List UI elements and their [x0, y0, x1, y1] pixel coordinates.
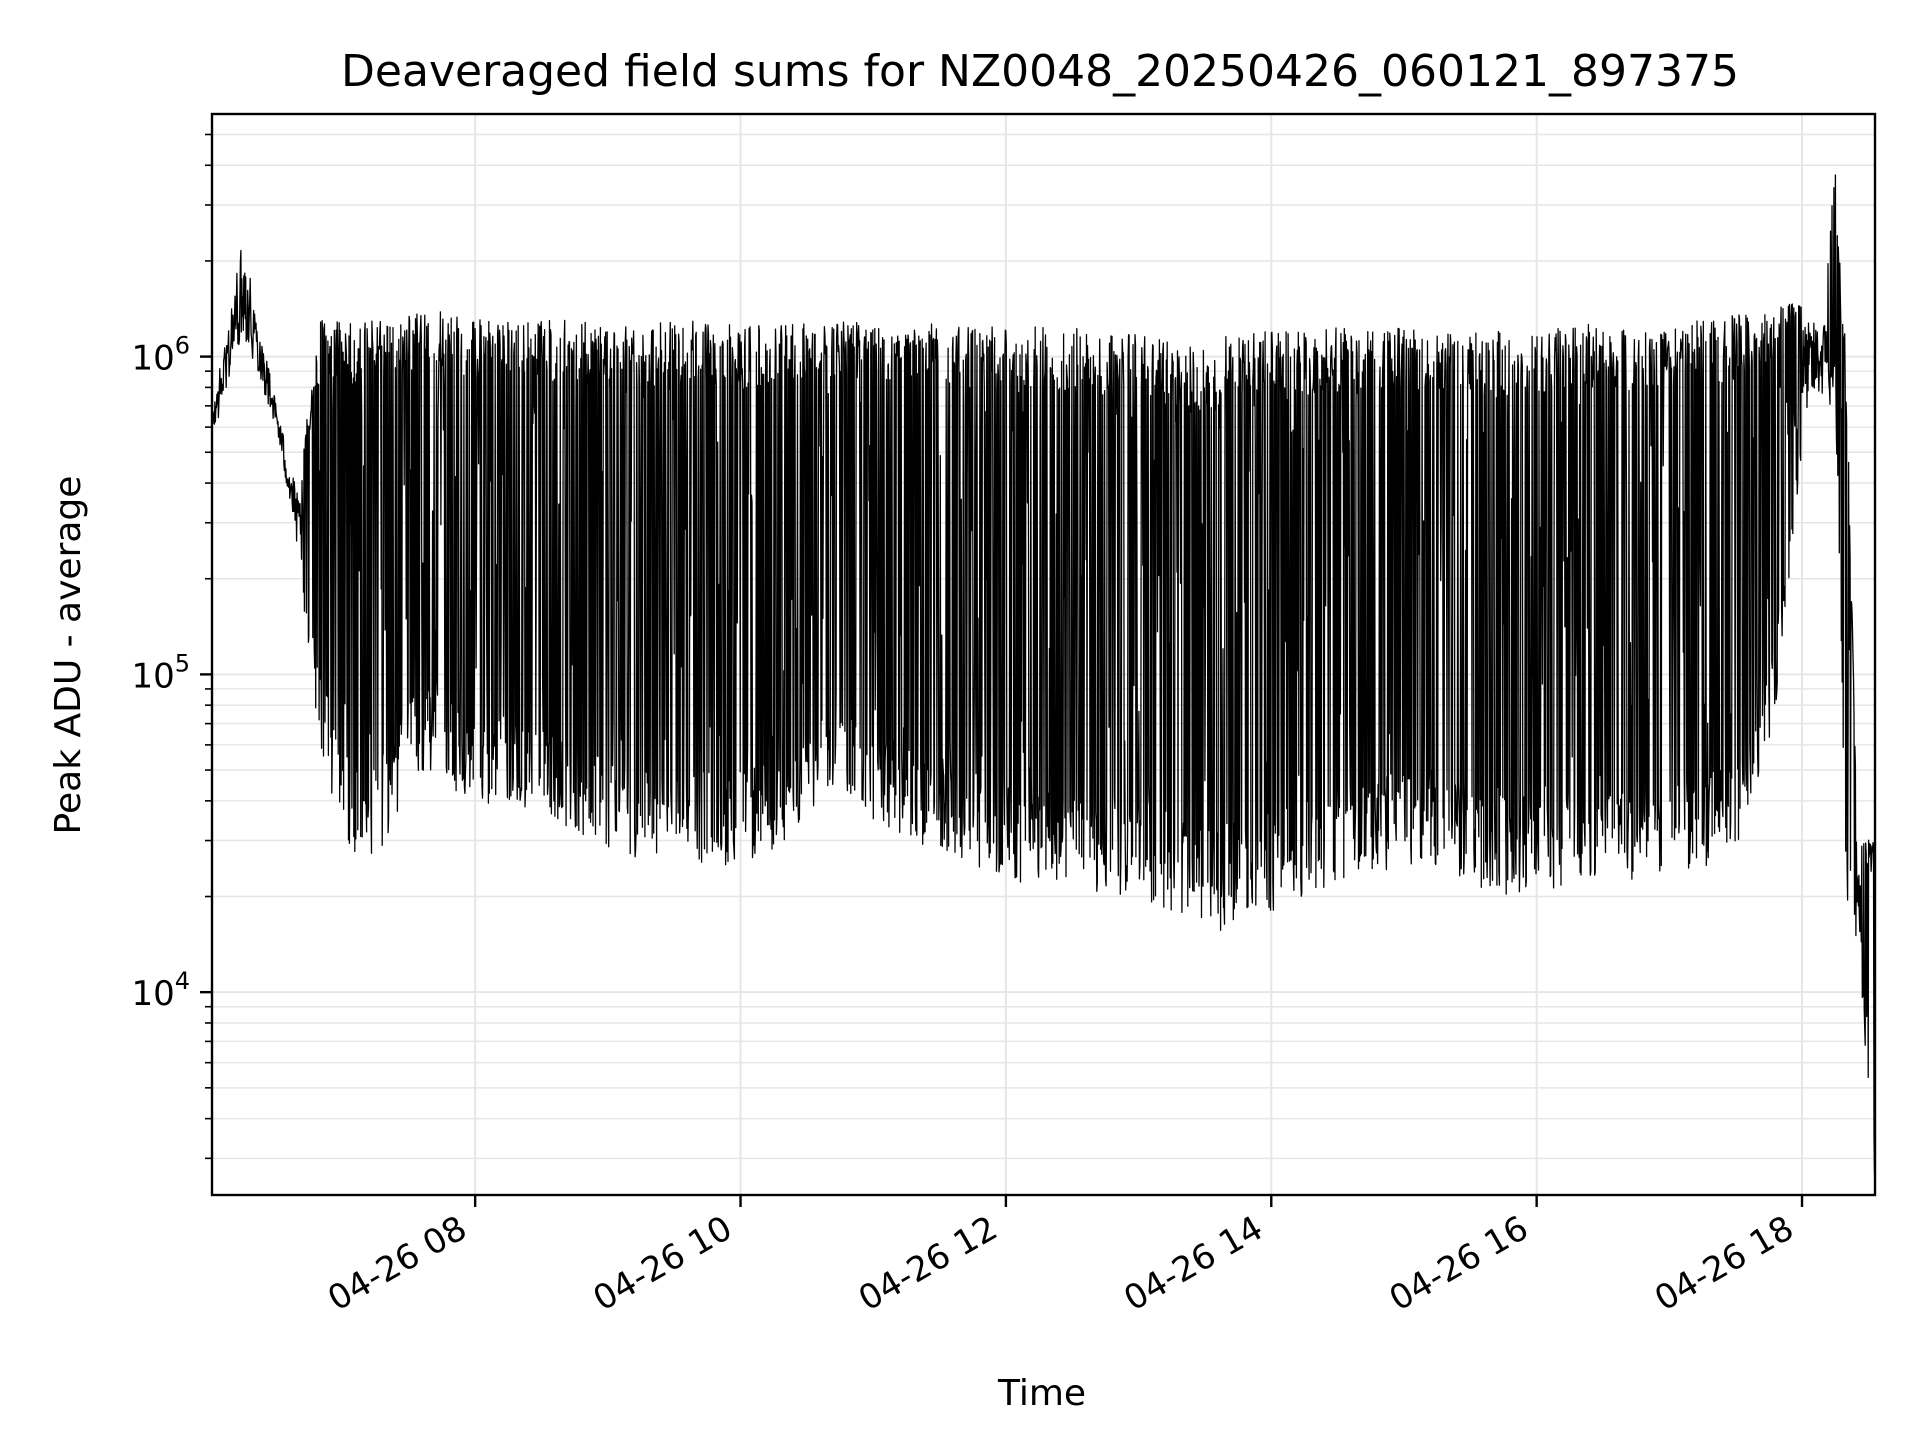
chart-title: Deaveraged field sums for NZ0048_2025042…: [341, 46, 1739, 97]
y-tick-label: 104: [131, 967, 190, 1014]
y-tick-base: 10: [131, 974, 174, 1014]
y-tick-label: 105: [131, 649, 190, 696]
plot-frame: [210, 112, 1877, 1197]
series-line: [211, 174, 1876, 1174]
y-tick-exponent: 6: [175, 332, 190, 360]
y-tick-base: 10: [131, 656, 174, 696]
y-tick-label: 106: [131, 332, 190, 379]
x-axis-label: Time: [997, 1373, 1086, 1414]
y-tick-exponent: 5: [175, 649, 190, 677]
y-axis-label: Peak ADU - average: [48, 476, 89, 835]
series-layer: [211, 174, 1876, 1174]
y-tick-exponent: 4: [175, 967, 190, 995]
y-tick-base: 10: [131, 339, 174, 379]
